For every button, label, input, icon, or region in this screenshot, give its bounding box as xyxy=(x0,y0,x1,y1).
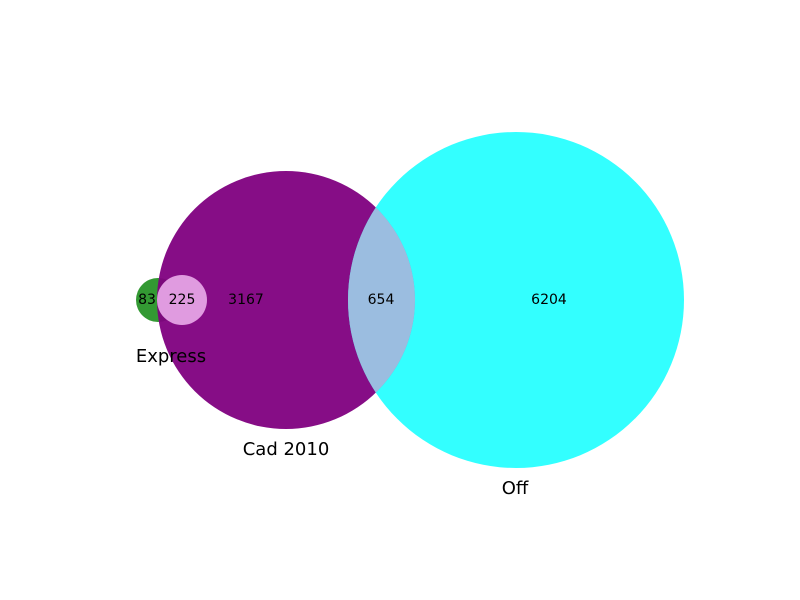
cad-2010-circle xyxy=(157,171,415,429)
region-label-express-only: 83 xyxy=(138,292,156,308)
off-circle xyxy=(348,132,684,468)
set-label-off: Off xyxy=(502,478,529,499)
set-label-cad-2010: Cad 2010 xyxy=(243,439,330,460)
express-cad-overlap xyxy=(157,275,207,325)
region-label-express-cad: 225 xyxy=(169,292,196,308)
region-label-off-only: 6204 xyxy=(531,292,567,308)
set-label-express: Express xyxy=(136,346,206,367)
region-label-cad-only: 3167 xyxy=(228,292,264,308)
region-label-cad-off: 654 xyxy=(368,292,395,308)
